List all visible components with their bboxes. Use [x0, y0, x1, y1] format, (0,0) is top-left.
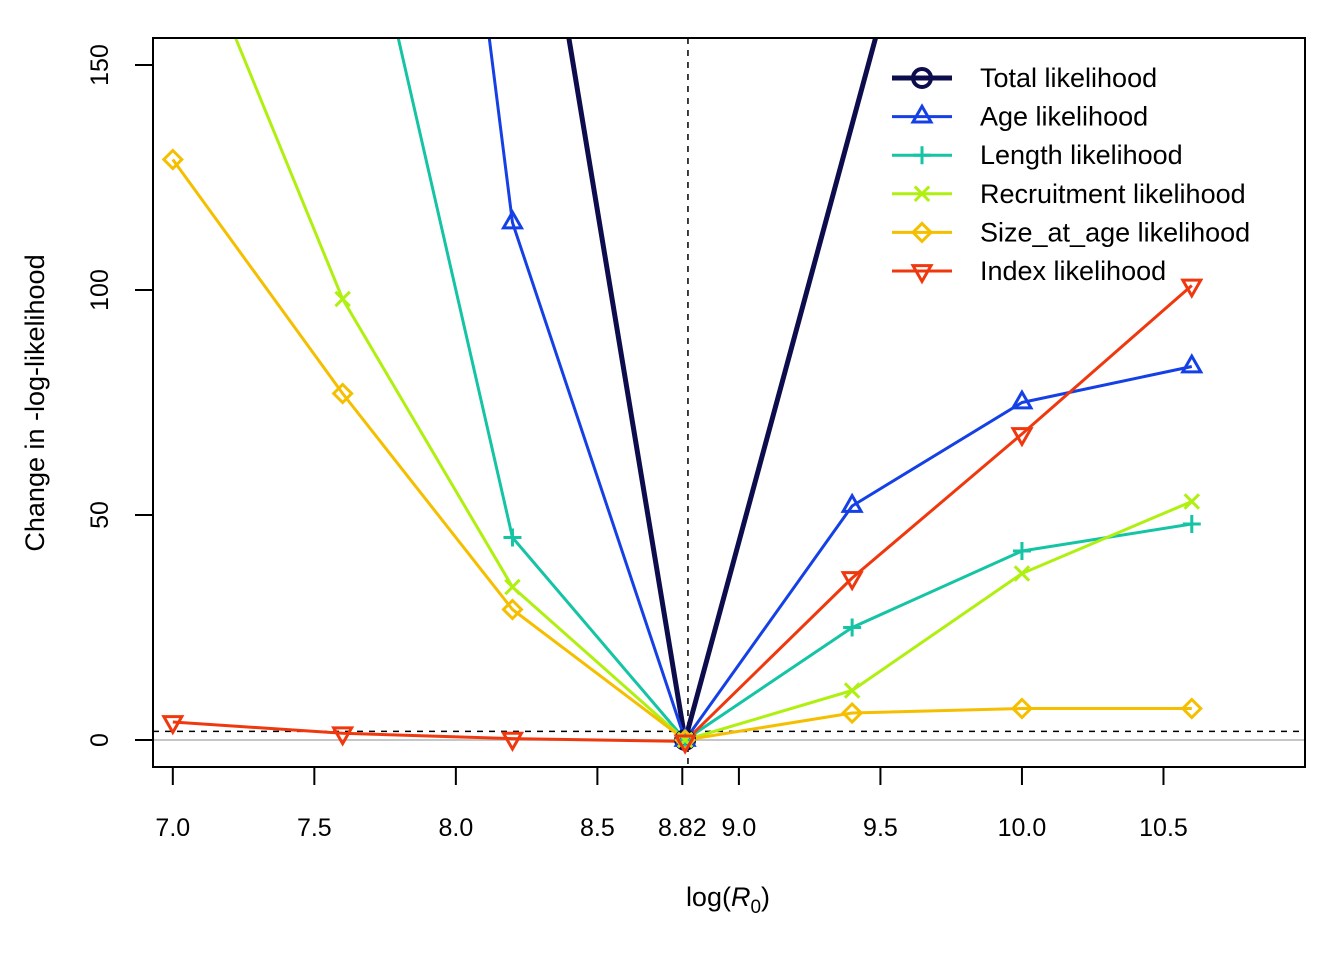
legend-marker [913, 146, 931, 165]
x-tick-label: 7.0 [155, 814, 190, 842]
y-axis-label: Change in -log-likelihood [20, 254, 50, 551]
point-recruitment-likelihood [843, 682, 861, 699]
series-line-total-likelihood [566, 38, 879, 743]
legend-marker [910, 221, 934, 244]
point-index-likelihood [673, 734, 697, 755]
legend-marker [910, 264, 934, 285]
point-age-likelihood [500, 209, 525, 230]
legend-label: Size_at_age likelihood [980, 217, 1250, 247]
legend: Total likelihood Age likelihood Length lik… [892, 63, 1250, 286]
x-tick-label: 8.82 [658, 814, 707, 842]
x-tick-label: 10.0 [998, 814, 1047, 842]
legend-label: Total likelihood [980, 63, 1157, 93]
point-index-likelihood [161, 715, 185, 736]
point-index-likelihood [1010, 427, 1034, 448]
legend-item-size-at-age-likelihood: Size_at_age likelihood [892, 217, 1250, 247]
point-length-likelihood [1182, 515, 1201, 533]
x-tick-label: 8.5 [580, 814, 615, 842]
point-recruitment-likelihood [504, 578, 521, 596]
series-markers [161, 148, 1204, 755]
point-length-likelihood [503, 528, 522, 547]
y-tick-label: 0 [86, 733, 114, 747]
x-axis-label: log(R0) [686, 882, 770, 918]
legend-item-length-likelihood: Length likelihood [892, 140, 1183, 170]
x-axis: 7.0 7.5 8.0 8.5 8.82 9.0 9.5 10.0 10.5 [155, 766, 1188, 842]
legend-item-index-likelihood: Index likelihood [892, 256, 1166, 286]
legend-marker [910, 103, 934, 124]
legend-label: Age likelihood [980, 102, 1148, 132]
point-recruitment-likelihood [334, 290, 351, 308]
x-tick-label: 9.5 [863, 814, 898, 842]
y-tick-label: 100 [86, 269, 114, 311]
legend-label: Length likelihood [980, 140, 1183, 170]
point-size-at-age-likelihood [1010, 697, 1034, 720]
point-age-likelihood [1180, 353, 1204, 374]
legend-marker [911, 67, 933, 89]
legend-marker [913, 185, 931, 203]
x-tick-label: 10.5 [1139, 814, 1188, 842]
point-size-at-age-likelihood [161, 148, 184, 171]
point-size-at-age-likelihood [331, 382, 354, 405]
x-tick-label: 7.5 [297, 814, 332, 842]
legend-label: Recruitment likelihood [980, 179, 1246, 209]
series-line-index-likelihood [172, 284, 1193, 743]
point-length-likelihood [843, 618, 862, 637]
plot-area [152, 37, 1306, 768]
point-recruitment-likelihood [1183, 493, 1201, 510]
point-age-likelihood [1010, 389, 1034, 410]
point-index-likelihood [500, 731, 525, 753]
point-index-likelihood [331, 726, 355, 747]
y-tick-label: 50 [86, 501, 114, 529]
legend-label: Index likelihood [980, 256, 1166, 286]
point-index-likelihood [1180, 278, 1204, 299]
point-size-at-age-likelihood [841, 701, 864, 725]
point-age-likelihood [840, 492, 864, 513]
series-line-length-likelihood [396, 38, 1193, 742]
legend-item-recruitment-likelihood: Recruitment likelihood [892, 179, 1246, 209]
point-size-at-age-likelihood [501, 598, 524, 621]
x-tick-label: 8.0 [438, 814, 473, 842]
x-tick-label: 9.0 [722, 814, 757, 842]
point-index-likelihood [840, 571, 864, 592]
point-recruitment-likelihood [1013, 565, 1031, 582]
point-size-at-age-likelihood [1180, 697, 1203, 720]
y-axis: 0 50 100 150 [86, 44, 154, 747]
y-tick-label: 150 [86, 44, 114, 86]
series-line-age-likelihood [487, 38, 1193, 742]
point-length-likelihood [1012, 542, 1031, 560]
legend-item-total-likelihood: Total likelihood [892, 63, 1157, 93]
legend-item-age-likelihood: Age likelihood [892, 102, 1148, 132]
